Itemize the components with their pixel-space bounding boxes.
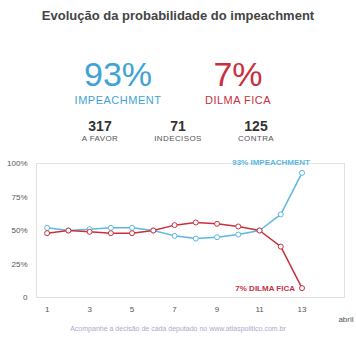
svg-text:13: 13 (298, 305, 307, 314)
svg-text:7% DILMA FICA: 7% DILMA FICA (235, 284, 295, 293)
html-text:93%: 93% (84, 55, 152, 93)
html-text:A FAVOR: A FAVOR (81, 134, 119, 143)
html-text:Acompanhe a decisão de cada de: Acompanhe a decisão de cada deputado no … (70, 325, 286, 332)
svg-text:11: 11 (255, 305, 264, 314)
html-text:INDECISOS: INDECISOS (154, 134, 202, 143)
svg-text:75%: 75% (11, 193, 27, 202)
html-text:CONTRA: CONTRA (237, 134, 275, 143)
svg-text:50%: 50% (11, 226, 27, 235)
svg-text:100%: 100% (7, 159, 27, 168)
svg-text:93% IMPEACHMENT: 93% IMPEACHMENT (232, 158, 310, 167)
html-text:71: 71 (170, 118, 186, 134)
html-text:DILMA FICA: DILMA FICA (204, 94, 272, 106)
svg-text:9: 9 (215, 305, 220, 314)
svg-text:abril: abril (338, 315, 353, 324)
html-text:IMPEACHMENT: IMPEACHMENT (74, 94, 162, 106)
html-text:7%: 7% (213, 55, 263, 93)
svg-text:0: 0 (23, 293, 28, 302)
html-text:Evolução da probabilidade do i: Evolução da probabilidade do impeachment (41, 8, 315, 23)
svg-text:5: 5 (130, 305, 135, 314)
svg-text:7: 7 (172, 305, 177, 314)
svg-text:25%: 25% (11, 260, 27, 269)
html-text:125: 125 (244, 118, 268, 134)
svg-text:1: 1 (45, 305, 50, 314)
html-text:317: 317 (88, 118, 112, 134)
svg-text:3: 3 (87, 305, 92, 314)
